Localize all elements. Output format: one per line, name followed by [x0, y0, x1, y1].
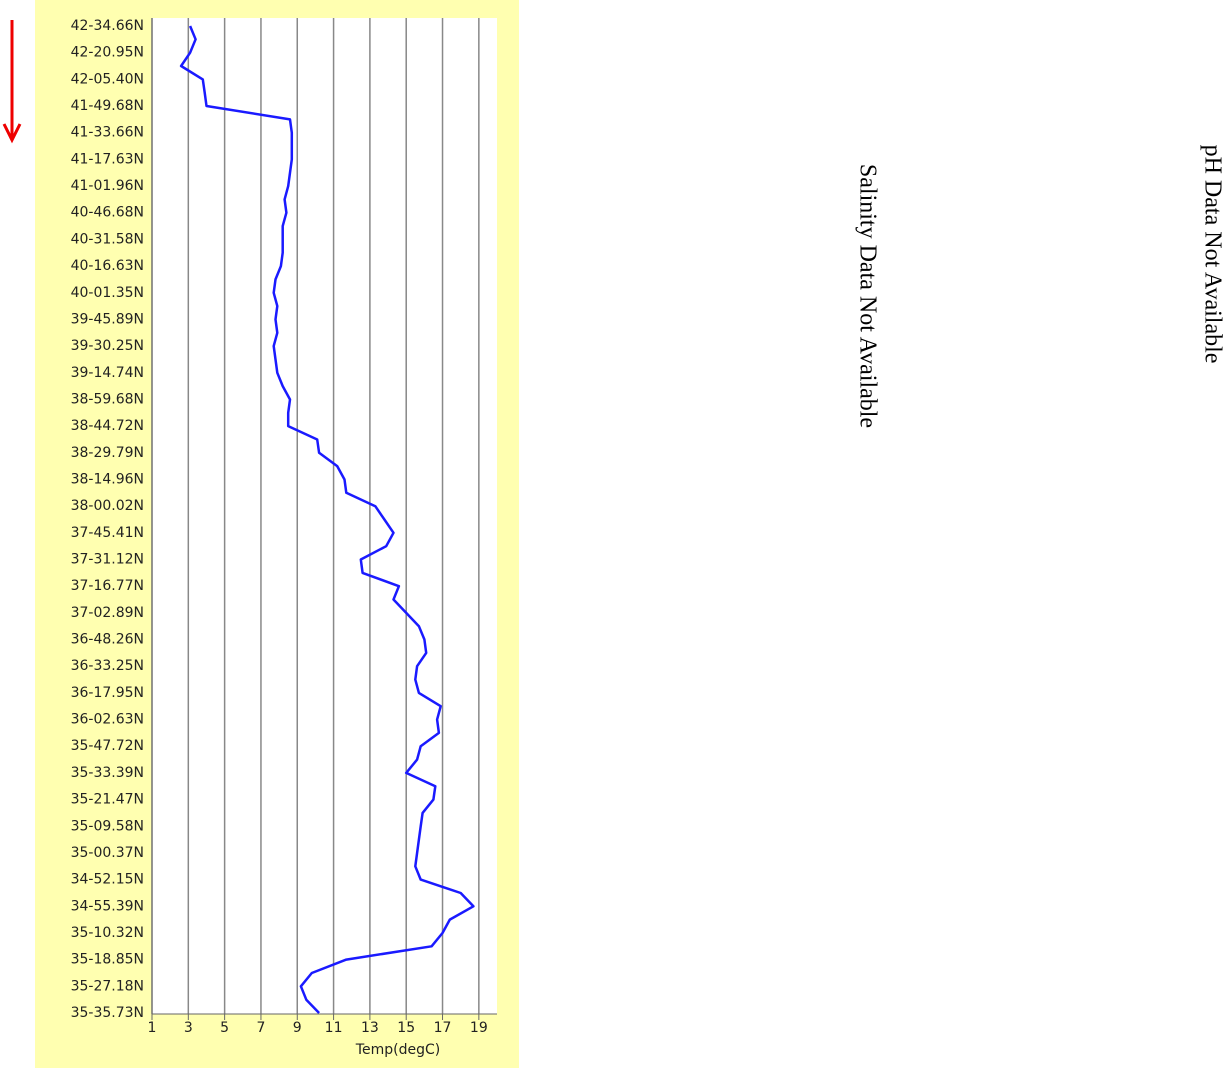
ph-message: pH Data Not Available: [1199, 145, 1225, 364]
y-tick-label: 35-21.47N: [71, 792, 144, 808]
y-tick-label: 35-33.39N: [71, 765, 144, 781]
x-tick-label: 19: [470, 1020, 488, 1036]
y-tick-label: 37-02.89N: [71, 605, 144, 621]
y-tick-label: 42-34.66N: [71, 18, 144, 34]
y-tick-label: 39-30.25N: [71, 338, 144, 354]
y-tick-label: 42-20.95N: [71, 45, 144, 61]
x-tick-label: 7: [256, 1020, 265, 1036]
direction-arrow: [2, 20, 22, 144]
y-tick-label: 38-59.68N: [71, 391, 144, 407]
y-tick-label: 38-44.72N: [71, 418, 144, 434]
y-tick-label: 35-09.58N: [71, 818, 144, 834]
y-tick-label: 36-33.25N: [71, 658, 144, 674]
salinity-message: Salinity Data Not Available: [854, 164, 880, 428]
y-tick-label: 41-17.63N: [71, 151, 144, 167]
y-tick-label: 35-18.85N: [71, 952, 144, 968]
x-tick-label: 5: [220, 1020, 229, 1036]
y-tick-label: 34-52.15N: [71, 872, 144, 888]
x-tick-label: 13: [361, 1020, 379, 1036]
y-tick-label: 36-02.63N: [71, 712, 144, 728]
y-tick-label: 37-45.41N: [71, 525, 144, 541]
y-tick-label: 40-16.63N: [71, 258, 144, 274]
y-tick-label: 35-35.73N: [71, 1005, 144, 1021]
x-tick-label: 17: [434, 1020, 452, 1036]
y-tick-label: 34-55.39N: [71, 898, 144, 914]
x-tick-label: 9: [293, 1020, 302, 1036]
y-tick-label: 35-10.32N: [71, 925, 144, 941]
y-tick-label: 41-49.68N: [71, 98, 144, 114]
x-tick-label: 15: [397, 1020, 415, 1036]
y-tick-label: 37-31.12N: [71, 552, 144, 568]
x-tick-label: 11: [325, 1020, 343, 1036]
y-tick-label: 38-00.02N: [71, 498, 144, 514]
y-tick-label: 35-00.37N: [71, 845, 144, 861]
temp-line: [179, 25, 475, 1014]
y-tick-label: 41-01.96N: [71, 178, 144, 194]
x-tick-label: 1: [148, 1020, 157, 1036]
y-tick-label: 36-17.95N: [71, 685, 144, 701]
y-tick-label: 42-05.40N: [71, 71, 144, 87]
x-axis-label: Temp(degC): [355, 1042, 440, 1058]
y-tick-label: 40-46.68N: [71, 205, 144, 221]
y-tick-label: 35-47.72N: [71, 738, 144, 754]
y-tick-label: 41-33.66N: [71, 125, 144, 141]
y-tick-label: 39-45.89N: [71, 311, 144, 327]
y-tick-label: 39-14.74N: [71, 365, 144, 381]
y-tick-label: 40-01.35N: [71, 285, 144, 301]
y-tick-label: 38-29.79N: [71, 445, 144, 461]
plot-area: [152, 18, 497, 1014]
y-tick-label: 40-31.58N: [71, 231, 144, 247]
y-tick-label: 36-48.26N: [71, 632, 144, 648]
y-tick-label: 37-16.77N: [71, 578, 144, 594]
x-tick-label: 3: [184, 1020, 193, 1036]
y-tick-label: 38-14.96N: [71, 471, 144, 487]
y-tick-label: 35-27.18N: [71, 978, 144, 994]
